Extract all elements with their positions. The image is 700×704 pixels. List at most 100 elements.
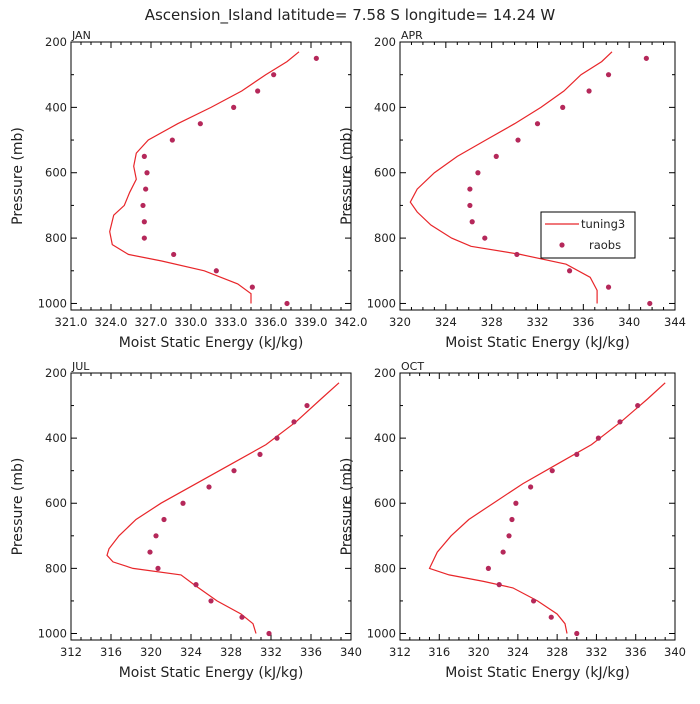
x-tick-label: 320 xyxy=(389,315,411,329)
data-point xyxy=(313,55,319,61)
x-tick-label: 340 xyxy=(340,645,362,659)
y-tick-label: 800 xyxy=(374,561,396,575)
data-point xyxy=(266,630,272,637)
x-tick-label: 340 xyxy=(618,315,640,329)
data-point xyxy=(197,121,203,127)
x-tick-label: 336 xyxy=(625,645,647,659)
legend: tuning3 raobs xyxy=(540,211,636,259)
y-tick-label: 600 xyxy=(374,496,396,510)
data-point xyxy=(147,549,153,555)
x-tick-label: 342.0 xyxy=(335,315,368,329)
x-tick-label: 324.0 xyxy=(95,315,128,329)
data-point xyxy=(284,300,290,307)
data-point xyxy=(143,186,149,192)
data-point xyxy=(291,419,297,425)
data-point xyxy=(586,88,592,94)
x-tick-label: 336 xyxy=(300,645,322,659)
x-tick-label: 321.0 xyxy=(55,315,88,329)
x-tick-label: 328 xyxy=(481,315,503,329)
data-point xyxy=(274,435,280,441)
y-tick-label: 600 xyxy=(45,496,67,510)
x-tick-label: 324 xyxy=(435,315,457,329)
y-tick-label: 400 xyxy=(45,100,67,114)
series-line-tuning3 xyxy=(409,51,613,304)
data-point xyxy=(304,402,310,409)
data-point xyxy=(213,268,219,274)
data-point xyxy=(231,104,237,110)
data-point xyxy=(208,598,214,604)
data-point xyxy=(255,88,261,94)
data-point xyxy=(469,219,475,225)
x-tick-label: 339.0 xyxy=(295,315,328,329)
data-point xyxy=(169,137,175,143)
data-point xyxy=(528,484,534,490)
legend-box xyxy=(540,211,636,259)
x-tick-label: 328 xyxy=(546,645,568,659)
data-point xyxy=(161,516,167,523)
data-point xyxy=(534,121,541,127)
y-tick-label: 1000 xyxy=(38,296,67,310)
data-point xyxy=(144,170,150,176)
data-point xyxy=(635,402,641,409)
series-points-raobs xyxy=(485,402,641,637)
data-point xyxy=(141,219,147,225)
data-point xyxy=(643,55,649,61)
data-point xyxy=(496,582,502,588)
data-point xyxy=(647,300,653,307)
y-tick-label: 800 xyxy=(45,231,67,245)
x-tick-label: 344 xyxy=(664,315,686,329)
x-tick-label: 327.0 xyxy=(135,315,168,329)
panel-label-oct: OCT xyxy=(401,360,424,373)
series-line-tuning3 xyxy=(106,382,340,634)
data-point xyxy=(515,137,521,143)
panel-jan: JAN 200 400 600 800 1000 321.0 324.0 327.0 330.0 3… xyxy=(10,29,367,351)
data-point xyxy=(530,598,537,604)
y-tick-label: 200 xyxy=(374,366,396,380)
data-point xyxy=(574,451,580,458)
panel-jul: JUL 200 400 600 800 1000 312 316 320 324 328 332 336… xyxy=(10,360,362,681)
x-tick-label: 332 xyxy=(260,645,282,659)
x-axis-label: Moist Static Energy (kJ/kg) xyxy=(119,335,304,351)
y-axis-label: Pressure (mb) xyxy=(339,127,355,225)
panel-apr: APR 200 400 600 800 1000 320 324 328 332 336 340 344… xyxy=(339,29,686,351)
x-tick-label: 336.0 xyxy=(255,315,288,329)
data-point xyxy=(249,284,255,290)
data-point xyxy=(605,284,612,290)
x-axis-label: Moist Static Energy (kJ/kg) xyxy=(119,665,304,681)
data-point xyxy=(193,582,199,588)
legend-marker-swatch xyxy=(559,242,565,248)
x-tick-label: 328 xyxy=(220,645,242,659)
x-tick-label: 336 xyxy=(572,315,594,329)
x-tick-label: 320 xyxy=(468,645,490,659)
data-point xyxy=(514,251,520,258)
y-tick-label: 200 xyxy=(45,35,67,49)
x-tick-label: 316 xyxy=(428,645,450,659)
data-point xyxy=(595,435,601,441)
data-point xyxy=(506,533,512,539)
data-point xyxy=(180,500,186,506)
data-point xyxy=(605,72,612,78)
y-axis-label: Pressure (mb) xyxy=(10,127,26,225)
legend-label: tuning3 xyxy=(581,217,625,231)
data-point xyxy=(482,235,488,241)
data-point xyxy=(500,549,506,555)
plot-frame-oct xyxy=(399,372,676,641)
data-point xyxy=(141,153,147,159)
x-tick-label: 324 xyxy=(507,645,529,659)
y-tick-label: 400 xyxy=(45,431,67,445)
x-tick-label: 312 xyxy=(389,645,411,659)
y-tick-label: 1000 xyxy=(367,296,396,310)
x-tick-label: 332 xyxy=(527,315,549,329)
x-tick-label: 316 xyxy=(100,645,122,659)
y-tick-label: 600 xyxy=(374,166,396,180)
panel-label-apr: APR xyxy=(401,29,423,42)
data-point xyxy=(257,451,263,458)
y-tick-label: 1000 xyxy=(38,626,67,640)
data-point xyxy=(467,202,473,209)
data-point xyxy=(513,500,519,506)
data-point xyxy=(153,533,159,539)
panel-oct: OCT 200 400 600 800 1000 312 316 320 324 328 332 336… xyxy=(339,360,686,681)
data-point xyxy=(574,630,580,637)
y-tick-label: 1000 xyxy=(367,626,396,640)
